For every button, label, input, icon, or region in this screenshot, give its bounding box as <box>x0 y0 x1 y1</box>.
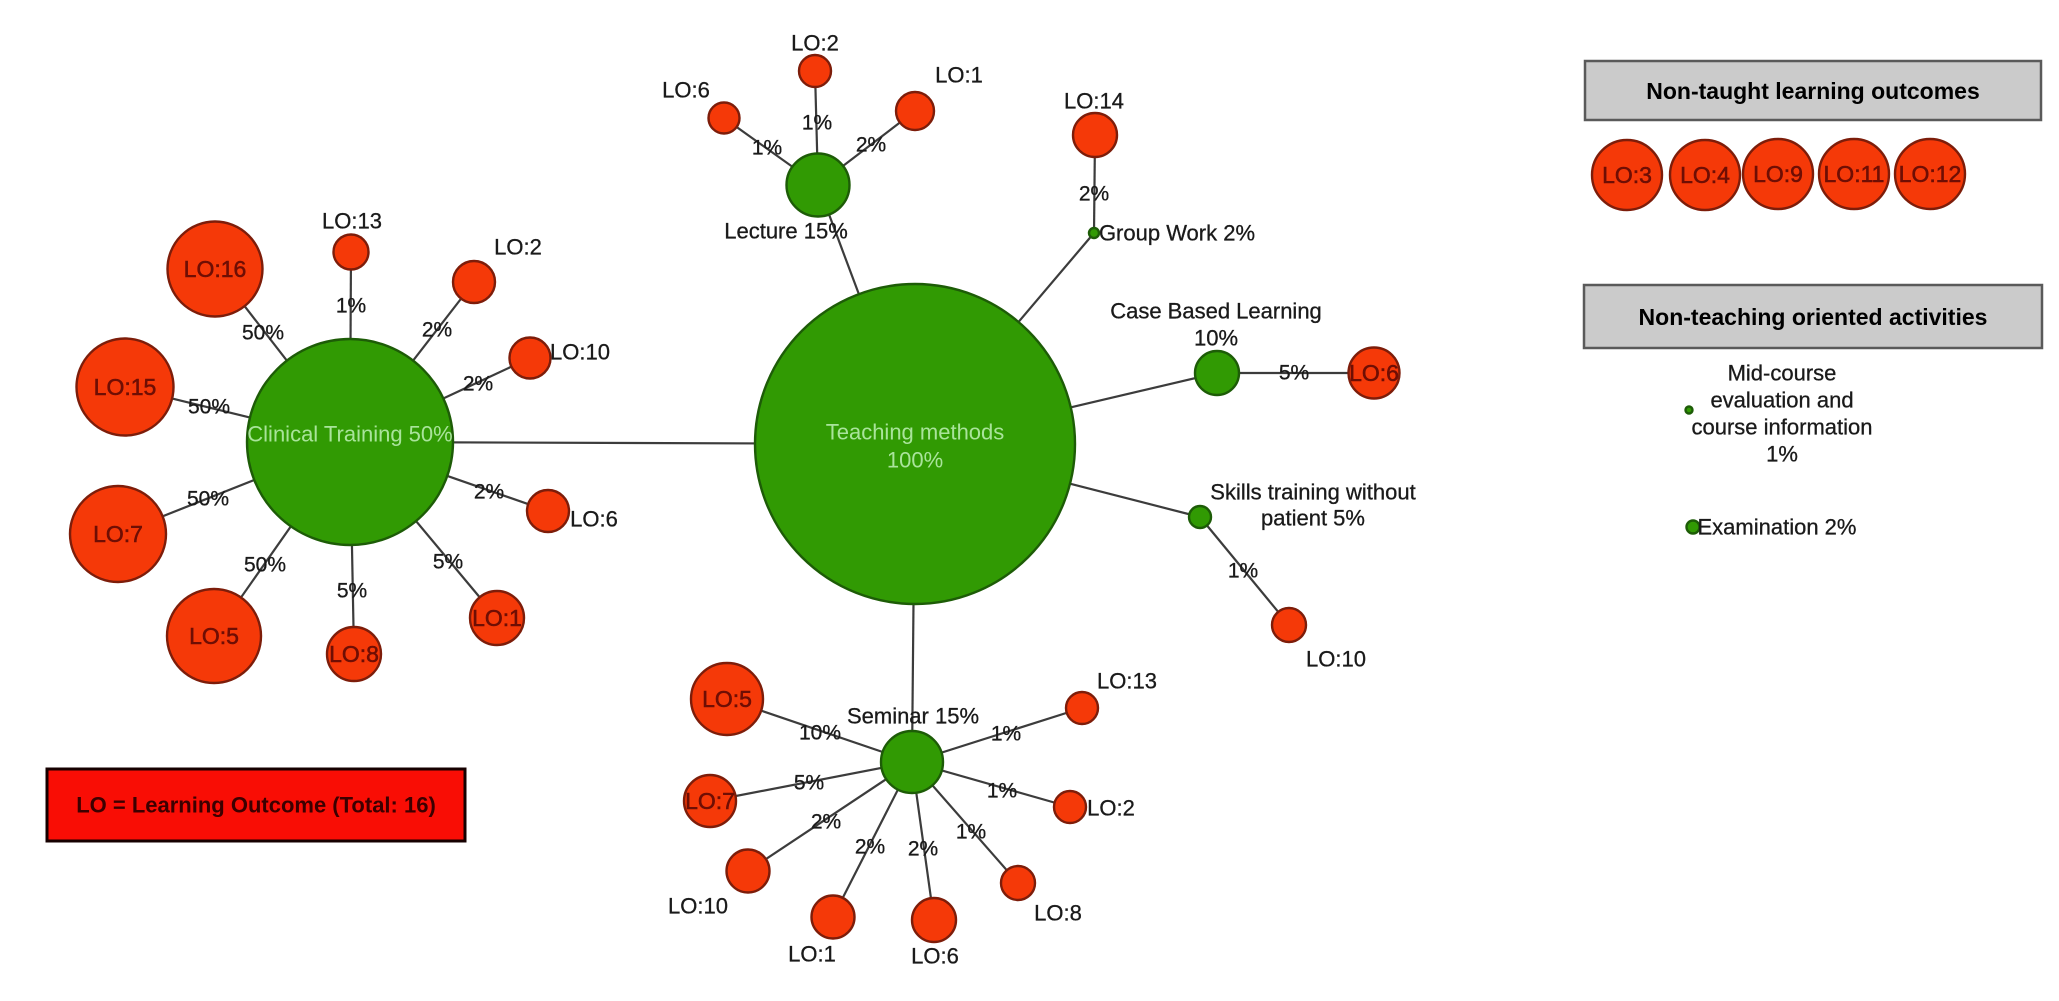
svg-text:LO:6: LO:6 <box>662 78 710 103</box>
svg-text:1%: 1% <box>752 136 782 159</box>
svg-text:LO:5: LO:5 <box>702 686 752 712</box>
svg-text:50%: 50% <box>188 395 230 418</box>
svg-text:LO:1: LO:1 <box>788 942 836 967</box>
svg-text:LO:2: LO:2 <box>1087 796 1135 821</box>
svg-text:2%: 2% <box>856 133 886 156</box>
svg-text:Skills training without: Skills training without <box>1210 480 1415 505</box>
svg-text:LO:8: LO:8 <box>329 641 379 667</box>
svg-text:Non-taught learning outcomes: Non-taught learning outcomes <box>1646 78 1980 104</box>
svg-text:LO:15: LO:15 <box>94 374 157 400</box>
svg-text:LO:7: LO:7 <box>685 788 735 814</box>
svg-text:2%: 2% <box>908 837 938 860</box>
svg-text:LO:16: LO:16 <box>184 256 247 282</box>
svg-text:5%: 5% <box>1279 361 1309 384</box>
svg-text:patient 5%: patient 5% <box>1261 506 1365 531</box>
svg-text:1%: 1% <box>987 779 1017 802</box>
svg-text:1%: 1% <box>336 294 366 317</box>
svg-text:50%: 50% <box>242 321 284 344</box>
svg-text:LO = Learning Outcome (Total:: LO = Learning Outcome (Total: 16) <box>76 793 436 818</box>
svg-text:Examination 2%: Examination 2% <box>1698 515 1857 540</box>
svg-text:Seminar 15%: Seminar 15% <box>847 704 979 729</box>
svg-text:Case Based Learning: Case Based Learning <box>1110 299 1322 324</box>
svg-text:LO:10: LO:10 <box>1306 647 1366 672</box>
svg-text:LO:10: LO:10 <box>550 340 610 365</box>
svg-text:LO:6: LO:6 <box>911 944 959 969</box>
svg-text:LO:8: LO:8 <box>1034 901 1082 926</box>
svg-text:LO:2: LO:2 <box>791 31 839 56</box>
svg-text:LO:1: LO:1 <box>935 63 983 88</box>
svg-text:2%: 2% <box>463 372 493 395</box>
svg-text:Non-teaching oriented activiti: Non-teaching oriented activities <box>1639 304 1988 330</box>
svg-text:1%: 1% <box>956 820 986 843</box>
svg-text:5%: 5% <box>794 771 824 794</box>
svg-text:LO:7: LO:7 <box>93 521 143 547</box>
svg-text:course information: course information <box>1692 415 1873 440</box>
svg-text:1%: 1% <box>1228 559 1258 582</box>
svg-text:LO:14: LO:14 <box>1064 89 1124 114</box>
svg-text:2%: 2% <box>474 480 504 503</box>
svg-text:1%: 1% <box>991 722 1021 745</box>
svg-text:evaluation and: evaluation and <box>1710 388 1853 413</box>
svg-text:2%: 2% <box>422 318 452 341</box>
svg-text:Clinical Training 50%: Clinical Training 50% <box>247 422 452 447</box>
svg-text:Teaching methods: Teaching methods <box>826 420 1005 445</box>
svg-text:LO:13: LO:13 <box>322 209 382 234</box>
svg-text:LO:1: LO:1 <box>472 605 522 631</box>
svg-text:2%: 2% <box>811 810 841 833</box>
svg-text:LO:11: LO:11 <box>1824 161 1885 187</box>
svg-text:Group Work 2%: Group Work 2% <box>1099 221 1255 246</box>
svg-text:1%: 1% <box>1766 442 1798 467</box>
svg-text:50%: 50% <box>187 487 229 510</box>
svg-text:10%: 10% <box>799 721 841 744</box>
svg-text:50%: 50% <box>244 553 286 576</box>
svg-text:Mid-course: Mid-course <box>1728 361 1837 386</box>
svg-text:LO:3: LO:3 <box>1602 162 1652 188</box>
svg-text:Lecture 15%: Lecture 15% <box>724 219 848 244</box>
svg-text:LO:5: LO:5 <box>189 623 239 649</box>
svg-text:2%: 2% <box>855 835 885 858</box>
svg-text:100%: 100% <box>887 448 943 473</box>
svg-text:LO:9: LO:9 <box>1753 161 1803 187</box>
svg-text:LO:2: LO:2 <box>494 235 542 260</box>
svg-text:LO:12: LO:12 <box>1899 161 1962 187</box>
svg-text:2%: 2% <box>1079 182 1109 205</box>
svg-text:LO:10: LO:10 <box>668 894 728 919</box>
svg-text:LO:13: LO:13 <box>1097 669 1157 694</box>
svg-text:1%: 1% <box>802 111 832 134</box>
svg-text:LO:6: LO:6 <box>570 507 618 532</box>
svg-text:5%: 5% <box>337 579 367 602</box>
svg-text:5%: 5% <box>433 550 463 573</box>
svg-text:LO:4: LO:4 <box>1680 162 1730 188</box>
svg-text:10%: 10% <box>1194 326 1238 351</box>
svg-text:LO:6: LO:6 <box>1349 360 1399 386</box>
